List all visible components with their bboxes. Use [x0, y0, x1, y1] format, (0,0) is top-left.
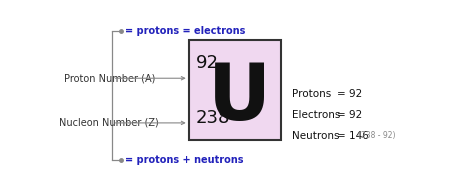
Text: Electrons: Electrons	[292, 110, 340, 120]
Text: Protons: Protons	[292, 89, 331, 99]
Text: = protons = electrons: = protons = electrons	[125, 25, 246, 36]
Text: 92: 92	[196, 54, 219, 72]
Text: = 92: = 92	[337, 89, 362, 99]
Bar	[190, 40, 281, 140]
Text: = 146: = 146	[337, 131, 369, 141]
Text: = protons + neutrons: = protons + neutrons	[125, 155, 244, 165]
Text: 238: 238	[196, 109, 230, 127]
Text: Neutrons: Neutrons	[292, 131, 339, 141]
Text: = 92: = 92	[337, 110, 362, 120]
Text: (238 - 92): (238 - 92)	[358, 131, 396, 140]
Text: Proton Number (A): Proton Number (A)	[64, 73, 155, 83]
Text: Nucleon Number (Z): Nucleon Number (Z)	[59, 118, 159, 128]
Text: U: U	[208, 60, 271, 136]
